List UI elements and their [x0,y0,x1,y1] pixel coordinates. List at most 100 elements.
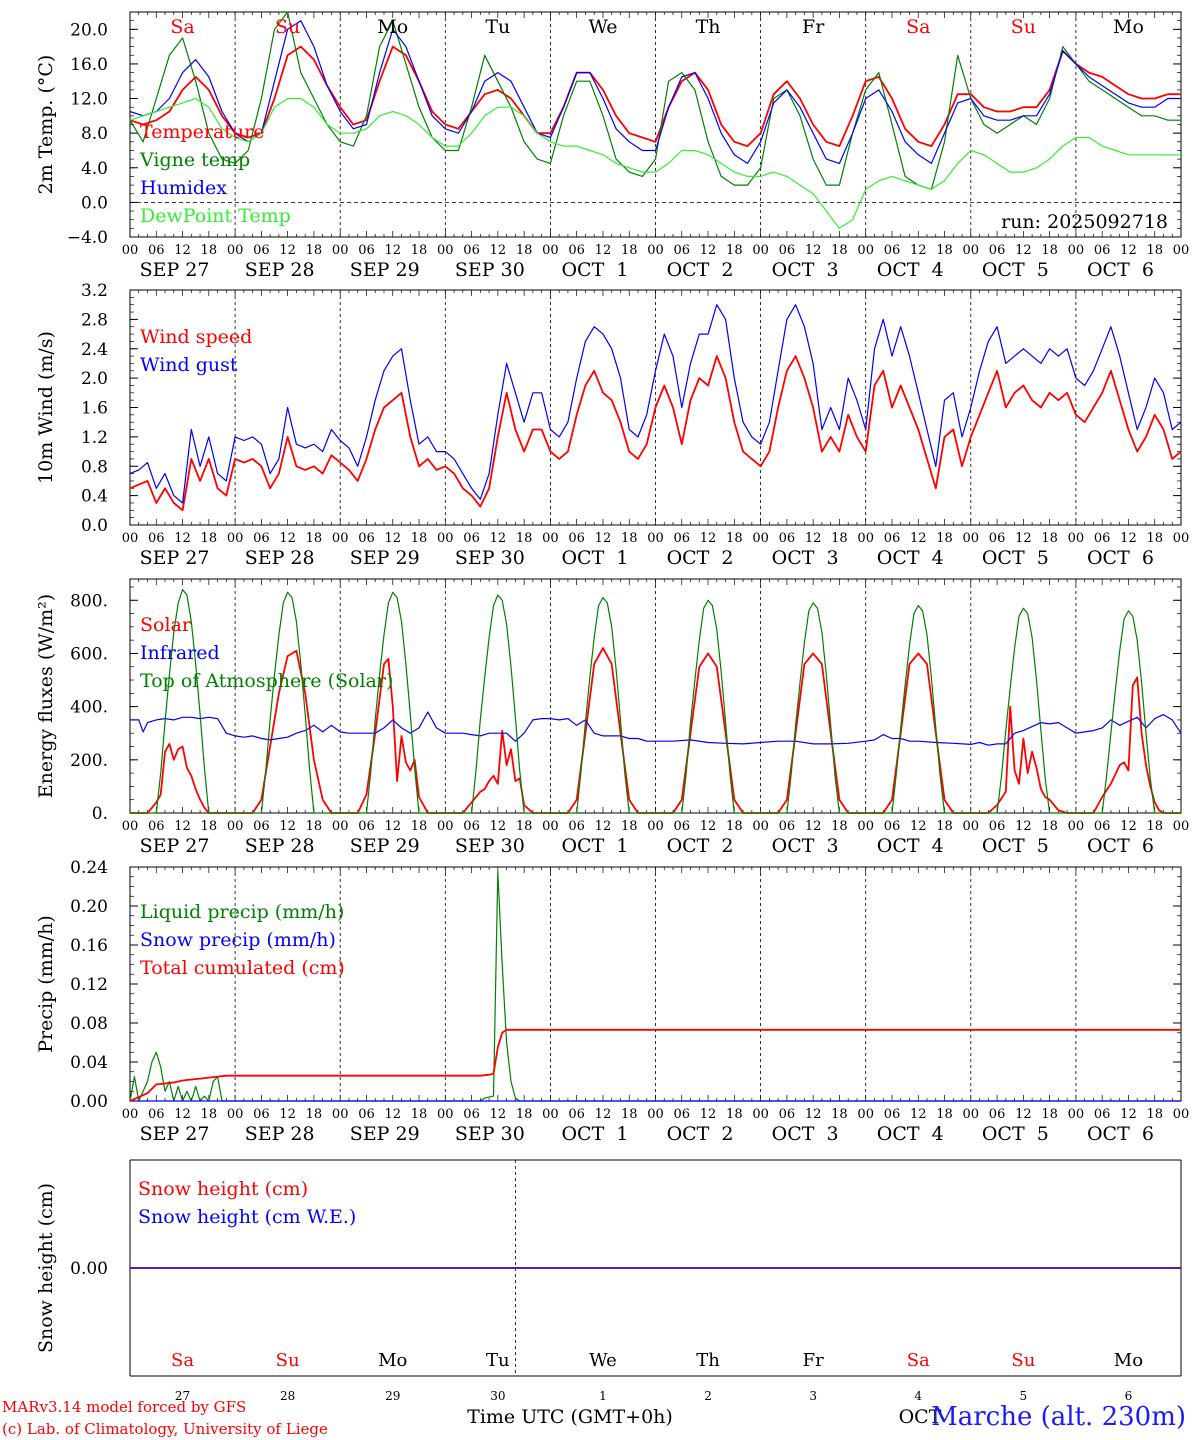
chart-panels: 20.016.012.08.04.00.0−4.02m Temp. (°C) Te… [35,11,1190,1428]
hour-tick-label: 00 [332,1107,349,1122]
date-label: SEP 29 [350,547,420,569]
hour-tick-label: 06 [253,531,270,546]
day-number-label: 29 [385,1389,400,1403]
hour-tick-label: 18 [936,1107,953,1122]
hour-tick-label: 06 [358,819,375,834]
hour-tick-label: 06 [1094,819,1111,834]
hour-tick-label: 00 [227,531,244,546]
y-tick-label: 0. [92,804,108,824]
day-number-label: 6 [1125,1389,1133,1403]
hour-tick-label: 12 [805,1107,822,1122]
hour-tick-label: 12 [1015,243,1032,258]
hour-tick-label: 12 [805,819,822,834]
hour-tick-label: 18 [516,531,533,546]
weekday-label: We [588,16,617,38]
hour-tick-label: 00 [963,819,980,834]
hour-tick-label: 06 [779,531,796,546]
hour-tick-label: 00 [122,1107,139,1122]
hour-tick-label: 06 [148,243,165,258]
hour-tick-label: 12 [1015,531,1032,546]
hour-tick-label: 12 [174,243,191,258]
series-temperature [129,45,1181,148]
hour-tick-label: 00 [857,819,874,834]
date-label: OCT 6 [1087,1123,1154,1145]
hour-tick-label: 00 [122,531,139,546]
date-label: SEP 29 [350,259,420,281]
legend-entry: Wind gust [140,354,238,376]
hour-tick-label: 18 [1041,243,1058,258]
series-wind-speed [129,355,1182,512]
date-label: OCT 2 [667,259,734,281]
date-label: OCT 4 [877,259,944,281]
hour-tick-label: 00 [1068,531,1085,546]
hour-tick-label: 12 [490,1107,507,1122]
series-vigne-temp [129,11,1181,190]
hour-tick-label: 18 [1146,243,1163,258]
y-tick-label: 0.0 [81,516,108,536]
hour-tick-label: 06 [674,1107,691,1122]
hour-tick-label: 12 [384,1107,401,1122]
hour-tick-label: 06 [674,819,691,834]
date-label: OCT 5 [982,1123,1049,1145]
hour-tick-label: 00 [332,531,349,546]
hour-tick-label: 12 [910,531,927,546]
hour-tick-label: 06 [989,819,1006,834]
hour-tick-label: 18 [831,243,848,258]
hour-tick-label: 06 [148,1107,165,1122]
panel-energy: 800. 600. 400. 200. 0. Energy fluxes (W/m²) So… [35,578,1189,857]
hour-tick-label: 12 [174,1107,191,1122]
day-number-label: 5 [1020,1389,1028,1403]
hour-tick-label: 18 [726,1107,743,1122]
hour-tick-label: 18 [201,819,218,834]
legend-entry: Temperature [140,121,264,143]
hour-tick-label: 06 [884,531,901,546]
hour-tick-label: 06 [989,1107,1006,1122]
hour-tick-label: 12 [700,531,717,546]
weekday-label: Su [1011,16,1036,38]
hour-tick-label: 06 [1094,531,1111,546]
y-tick-label: 2.4 [81,340,108,360]
panel-temp: 20.0 16.0 12.0 8.0 4.0 0.0 −4.0 2m Temp. (°C) Te… [35,11,1189,281]
weekday-label-bottom: Sa [907,1350,930,1371]
date-label: OCT 6 [1087,259,1154,281]
hour-tick-label: 12 [700,819,717,834]
hour-tick-label: 00 [752,531,769,546]
day-number-label: 4 [914,1389,922,1403]
date-label: OCT 2 [667,547,734,569]
hour-tick-label: 06 [989,531,1006,546]
hour-tick-label: 18 [1146,819,1163,834]
hour-tick-label: 18 [201,1107,218,1122]
weekday-label-bottom: Tu [486,1350,510,1371]
hour-tick-label: 00 [122,243,139,258]
lab-credit: (c) Lab. of Climatology, University of L… [2,1420,328,1438]
weekday-label: Th [696,16,721,38]
series-humidex [129,20,1181,164]
y-tick-label: 8.0 [81,124,108,144]
y-axis-label: Energy fluxes (W/m²) [35,594,57,798]
hour-tick-label: 18 [621,1107,638,1122]
hour-tick-label: 00 [963,1107,980,1122]
hour-tick-label: 18 [516,819,533,834]
hour-tick-label: 06 [779,243,796,258]
date-label: SEP 28 [245,547,315,569]
hour-tick-label: 18 [831,819,848,834]
y-tick-label: 600. [70,644,108,664]
hour-tick-label: 12 [1015,1107,1032,1122]
weekday-label-bottom: Th [696,1350,720,1371]
hour-tick-label: 12 [910,819,927,834]
date-label: OCT 4 [877,547,944,569]
date-label: SEP 28 [245,259,315,281]
hour-tick-label: 06 [568,819,585,834]
hour-tick-label: 06 [884,243,901,258]
hour-tick-label: 18 [936,819,953,834]
hour-tick-label: 06 [884,819,901,834]
hour-tick-label: 00 [227,1107,244,1122]
hour-tick-label: 06 [148,819,165,834]
date-label: OCT 3 [772,835,839,857]
series-wind-gust [129,304,1182,504]
panel-snow: 0.00 Snow height (cm) Snow height (cm) Snow… [35,1159,1182,1377]
hour-tick-label: 00 [1173,531,1190,546]
weekday-label: Su [275,16,300,38]
legend-entry: Wind speed [140,326,252,348]
